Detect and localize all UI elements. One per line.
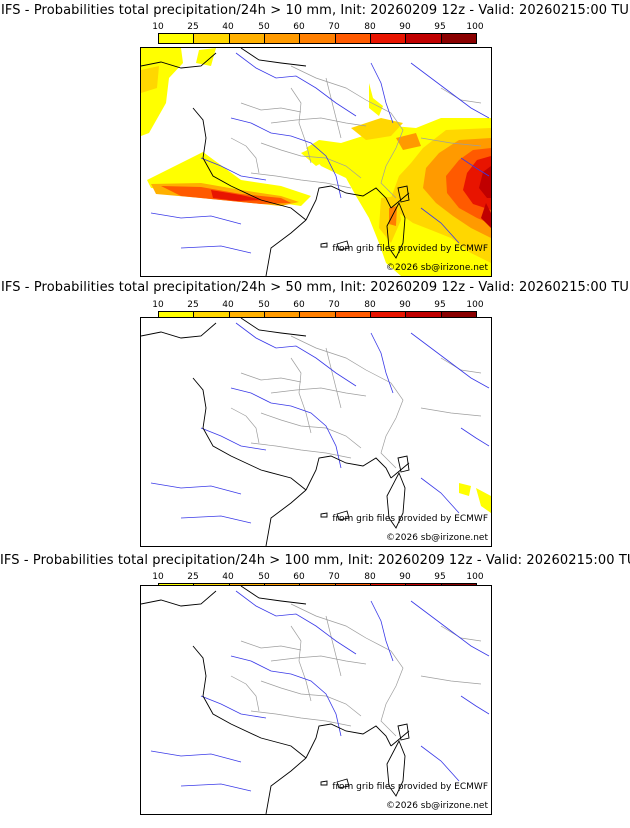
legend-tick: 80 [364, 572, 376, 582]
legend-swatch [229, 34, 265, 43]
legend-tick: 70 [328, 22, 340, 32]
legend-swatch [441, 312, 476, 321]
panel-50mm: IFS - Probabilities total precipitation/… [0, 270, 630, 547]
legend-swatch [194, 312, 230, 321]
legend-tick: 80 [364, 300, 376, 310]
panel-100mm: IFS - Probabilities total precipitation/… [0, 550, 630, 826]
legend-swatch [229, 312, 265, 321]
legend-tick: 10 [152, 22, 164, 32]
precip-probability-field [141, 318, 491, 546]
legend-swatch [335, 34, 371, 43]
data-source-credit: from grib files provided by ECMWF [332, 244, 488, 254]
legend-tick: 100 [466, 572, 484, 582]
legend-tick: 40 [222, 572, 234, 582]
copyright-credit: ©2026 sb@irizone.net [386, 801, 488, 811]
data-source-credit: from grib files provided by ECMWF [332, 782, 488, 792]
legend-tick: 50 [258, 300, 270, 310]
legend-tick: 25 [187, 300, 199, 310]
legend-tick: 25 [187, 22, 199, 32]
legend-swatch [370, 312, 407, 321]
copyright-credit: ©2026 sb@irizone.net [386, 533, 488, 543]
copyright-credit: ©2026 sb@irizone.net [386, 263, 488, 273]
legend-labels: 10 25 40 50 60 70 80 90 95 100 [152, 22, 483, 32]
legend-swatch [159, 34, 195, 43]
legend-swatch [300, 312, 336, 321]
legend-tick: 25 [187, 572, 199, 582]
legend-swatch [300, 34, 336, 43]
panel-title: IFS - Probabilities total precipitation/… [0, 553, 630, 568]
legend-swatch [370, 34, 407, 43]
legend-tick: 10 [152, 300, 164, 310]
legend-swatch [406, 312, 442, 321]
legend-tick: 90 [399, 572, 411, 582]
legend-tick: 50 [258, 22, 270, 32]
panel-10mm: IFS - Probabilities total precipitation/… [0, 0, 630, 277]
legend-swatch [264, 312, 301, 321]
precip-probability-field [141, 48, 491, 276]
legend-tick: 60 [293, 22, 305, 32]
legend-tick: 95 [434, 22, 446, 32]
legend-swatch [335, 312, 371, 321]
legend-tick: 50 [258, 572, 270, 582]
legend-tick: 90 [399, 22, 411, 32]
legend-labels: 10 25 40 50 60 70 80 90 95 100 [152, 572, 483, 582]
legend-tick: 100 [466, 22, 484, 32]
legend-swatch [406, 34, 442, 43]
precip-probability-field [141, 586, 490, 814]
map-frame: from grib files provided by ECMWF ©2026 … [140, 47, 492, 277]
legend-swatch [159, 312, 195, 321]
legend-swatch [194, 34, 230, 43]
legend-tick: 95 [434, 300, 446, 310]
map-frame: from grib files provided by ECMWF ©2026 … [140, 585, 492, 815]
data-source-credit: from grib files provided by ECMWF [332, 514, 488, 524]
legend-tick: 70 [328, 300, 340, 310]
color-legend [158, 33, 477, 44]
panel-title: IFS - Probabilities total precipitation/… [0, 3, 630, 18]
map-frame: from grib files provided by ECMWF ©2026 … [140, 317, 492, 547]
legend-tick: 70 [328, 572, 340, 582]
panel-title: IFS - Probabilities total precipitation/… [0, 280, 630, 295]
legend-tick: 60 [293, 572, 305, 582]
legend-tick: 100 [466, 300, 484, 310]
legend-tick: 40 [222, 300, 234, 310]
legend-tick: 80 [364, 22, 376, 32]
legend-tick: 60 [293, 300, 305, 310]
legend-swatch [264, 34, 301, 43]
legend-swatch [441, 34, 476, 43]
legend-tick: 40 [222, 22, 234, 32]
legend-tick: 90 [399, 300, 411, 310]
legend-tick: 95 [434, 572, 446, 582]
legend-tick: 10 [152, 572, 164, 582]
legend-labels: 10 25 40 50 60 70 80 90 95 100 [152, 300, 483, 310]
